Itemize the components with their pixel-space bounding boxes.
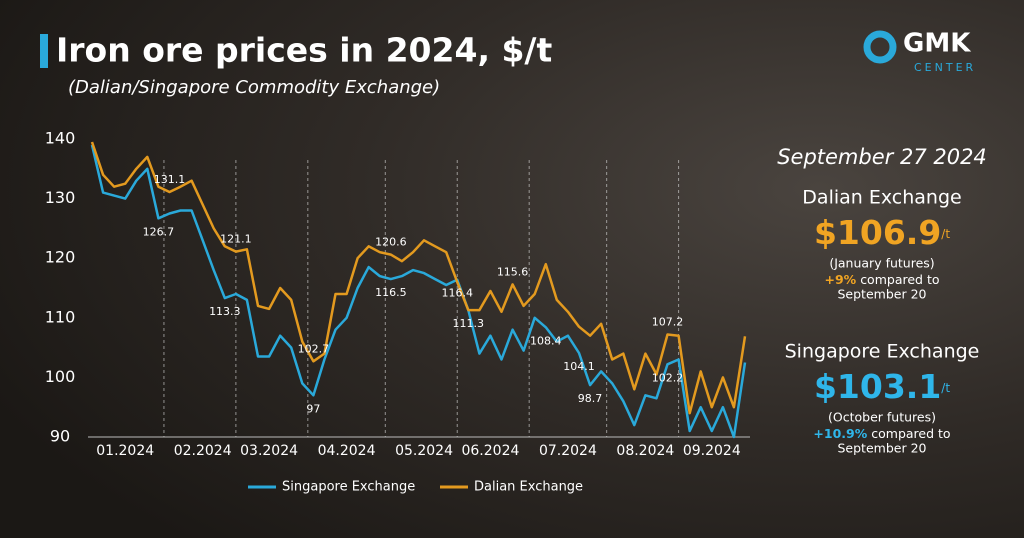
data-label: 104.1 [563,360,595,373]
title-accent [40,34,48,68]
chart-subtitle: (Dalian/Singapore Commodity Exchange) [68,77,440,98]
data-label: 102.2 [652,371,684,384]
change-note: September 20 [838,287,927,302]
data-label: 111.3 [453,317,485,330]
change-note: compared to [860,272,939,287]
summary-date: September 27 2024 [777,145,987,169]
contract: (October futures) [828,410,936,425]
x-tick-label: 03.2024 [240,443,298,459]
data-label: 131.1 [154,173,186,186]
data-label: 116.5 [375,286,407,299]
y-tick-label: 130 [45,188,76,207]
data-label: 108.4 [530,334,562,347]
data-label: 98.7 [578,392,603,405]
x-tick-label: 07.2024 [539,443,597,459]
change: +10.9% [813,426,867,441]
x-tick-label: 05.2024 [395,443,453,459]
x-tick-label: 04.2024 [318,443,376,459]
contract: (January futures) [829,256,934,271]
data-label: 121.1 [220,233,252,246]
price-unit: /t [941,227,950,241]
y-tick-label: 140 [45,129,76,148]
plot: 90 100 110 120 130 140 01.2024 02.2024 03.2024 04… [45,129,750,495]
series-line [90,144,747,439]
logo-sub: CENTER [914,61,976,74]
legend-label: Dalian Exchange [474,480,583,495]
x-tick-label: 06.2024 [461,443,519,459]
price-value: $103.1 [814,367,941,406]
exchange-name: Singapore Exchange [785,341,980,363]
price: $103.1/t [814,367,950,406]
exchange-name: Dalian Exchange [802,187,961,209]
change-line: +10.9% compared to [813,426,950,441]
summary: Dalian Exchange $106.9/t (January futures)… [785,187,980,456]
logo-icon [863,30,897,64]
data-label: 120.6 [375,236,407,249]
x-tick-label: 09.2024 [683,443,741,459]
logo: GMK CENTER [863,29,976,74]
y-tick-label: 120 [45,248,76,267]
change-note: compared to [871,426,950,441]
x-tick-label: 08.2024 [616,443,674,459]
data-label: 107.2 [652,315,684,328]
data-label: 116.4 [441,287,473,300]
data-label: 102.7 [298,342,330,355]
y-tick-label: 90 [50,427,70,446]
change-line: +9% compared to [825,272,940,287]
data-label: 97 [306,402,320,415]
y-tick-label: 110 [45,307,76,326]
change-note: September 20 [838,441,927,456]
y-tick-label: 100 [45,367,76,386]
data-label: 115.6 [497,265,529,278]
chart-title: Iron ore prices in 2024, $/t [56,31,552,70]
x-tick-label: 01.2024 [96,443,154,459]
change: +9% [825,272,857,287]
logo-name: GMK [903,29,971,59]
series-line [90,141,747,415]
x-tick-label: 02.2024 [174,443,232,459]
price-unit: /t [941,381,950,395]
data-label: 126.7 [143,225,175,238]
price-value: $106.9 [814,213,941,252]
data-label: 113.3 [209,305,241,318]
price: $106.9/t [814,213,950,252]
legend-label: Singapore Exchange [282,480,415,495]
